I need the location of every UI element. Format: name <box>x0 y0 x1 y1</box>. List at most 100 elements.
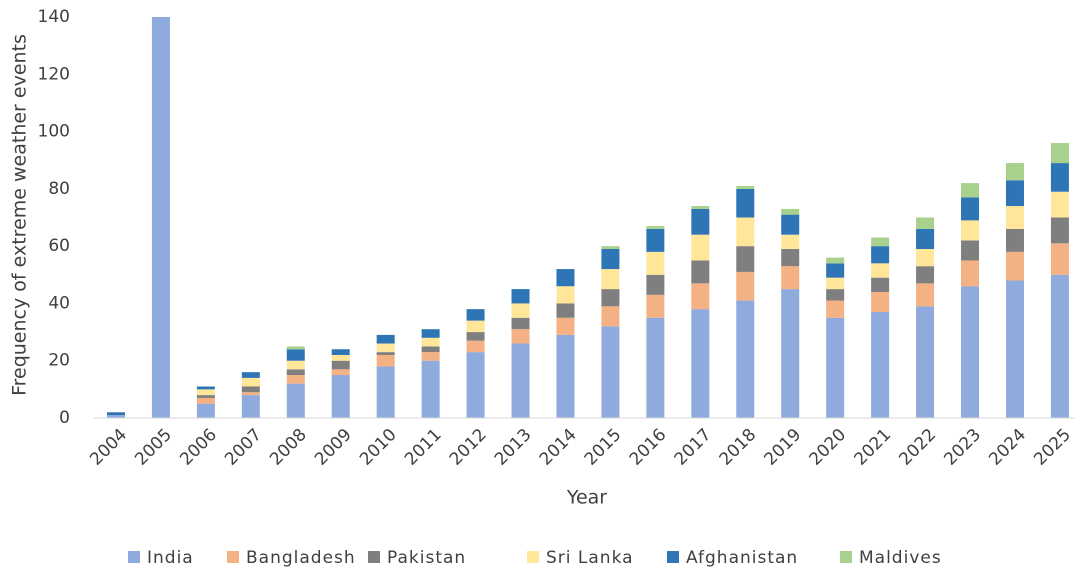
y-tick-label: 100 <box>38 122 70 142</box>
bar-segment <box>556 334 575 418</box>
bar-segment <box>466 320 485 333</box>
bar-segment <box>511 343 530 418</box>
bar-segment <box>871 277 890 292</box>
x-tick-label: 2020 <box>806 425 851 470</box>
legend-label: Afghanistan <box>686 548 798 568</box>
x-tick-label: 2021 <box>850 425 895 470</box>
legend-label: Bangladesh <box>246 548 356 568</box>
bar-segment <box>286 383 305 418</box>
bar-segment <box>961 260 980 287</box>
bar-segment <box>646 274 665 295</box>
bar-segment <box>286 360 305 370</box>
bar-segment <box>646 226 665 229</box>
bar-segment <box>1050 143 1069 164</box>
bar-segment <box>106 412 125 416</box>
bar-segment <box>691 260 710 284</box>
bar-segment <box>421 329 440 338</box>
legend-swatch <box>368 551 380 563</box>
x-tick-label: 2011 <box>401 425 446 470</box>
bar-segment <box>601 289 620 307</box>
legend-label: Sri Lanka <box>546 548 634 568</box>
x-tick-label: 2017 <box>671 425 716 470</box>
bar-segment <box>961 183 980 198</box>
bar-segment <box>601 246 620 250</box>
y-tick-label: 40 <box>48 293 70 313</box>
bar-segment <box>871 246 890 264</box>
bar-segment <box>826 289 845 301</box>
legend-swatch <box>128 551 140 563</box>
bar-segment <box>286 375 305 384</box>
bar-segment <box>691 208 710 235</box>
bar-segment <box>961 240 980 261</box>
bar-segment <box>556 286 575 304</box>
bar-segment <box>421 360 440 418</box>
legend-swatch <box>227 551 239 563</box>
x-tick-label: 2013 <box>491 425 536 470</box>
bar-segment <box>556 303 575 318</box>
bar-segment <box>916 217 935 229</box>
bar-segment <box>916 283 935 307</box>
bar-segment <box>421 346 440 353</box>
bar-segment <box>241 392 260 396</box>
x-tick-label: 2009 <box>311 425 356 470</box>
bar-segment <box>1005 206 1024 229</box>
bar-segment <box>601 306 620 327</box>
bar-segment <box>916 266 935 284</box>
bar-segment <box>826 317 845 418</box>
bar-segment <box>961 286 980 418</box>
bar-segment <box>241 386 260 393</box>
bar-segment <box>241 372 260 378</box>
bar-segment <box>916 249 935 267</box>
x-tick-label: 2004 <box>86 425 131 470</box>
bar-segment <box>871 237 890 247</box>
bar-segment <box>466 332 485 341</box>
bar-segment <box>601 326 620 418</box>
x-tick-label: 2012 <box>446 425 491 470</box>
y-tick-label: 0 <box>59 408 70 428</box>
bar-segment <box>736 185 755 189</box>
x-tick-label: 2024 <box>985 425 1030 470</box>
bar-segment <box>736 217 755 247</box>
y-tick-label: 120 <box>38 64 70 84</box>
legend-label: Pakistan <box>387 548 466 568</box>
legend-label: India <box>147 548 194 568</box>
bar-segment <box>961 197 980 221</box>
bar-segment <box>646 294 665 318</box>
bar-segment <box>421 352 440 361</box>
bar-segment <box>241 395 260 418</box>
bar-segment <box>826 257 845 264</box>
x-tick-label: 2005 <box>131 425 176 470</box>
bar-segment <box>826 300 845 318</box>
bar-segment <box>151 17 170 418</box>
bar-segment <box>376 343 395 353</box>
bar-segment <box>1050 163 1069 192</box>
bar-segment <box>196 389 215 396</box>
bar-segment <box>736 271 755 301</box>
bar-segment <box>691 206 710 209</box>
bar-segment <box>1005 251 1024 281</box>
bar-segment <box>106 415 125 418</box>
bar-segment <box>646 228 665 252</box>
bar-segment <box>376 366 395 418</box>
x-axis-title: Year <box>566 487 607 509</box>
x-tick-label: 2010 <box>356 425 401 470</box>
bar-segment <box>781 208 800 215</box>
bar-segment <box>1005 280 1024 418</box>
bar-segment <box>646 317 665 418</box>
bar-segment <box>331 354 350 361</box>
bar-segment <box>376 334 395 344</box>
bar-segment <box>511 303 530 318</box>
bar-segment <box>1050 217 1069 244</box>
x-tick-label: 2019 <box>761 425 806 470</box>
bar-segment <box>961 220 980 241</box>
bar-segment <box>511 317 530 330</box>
bar-segment <box>286 349 305 361</box>
bar-segment <box>286 369 305 376</box>
bar-segment <box>1005 228 1024 252</box>
bar-segment <box>196 403 215 418</box>
y-axis-title: Frequency of extreme weather events <box>9 34 31 396</box>
bar-segment <box>376 352 395 355</box>
bar-segment <box>601 249 620 270</box>
bar-segment <box>241 377 260 387</box>
